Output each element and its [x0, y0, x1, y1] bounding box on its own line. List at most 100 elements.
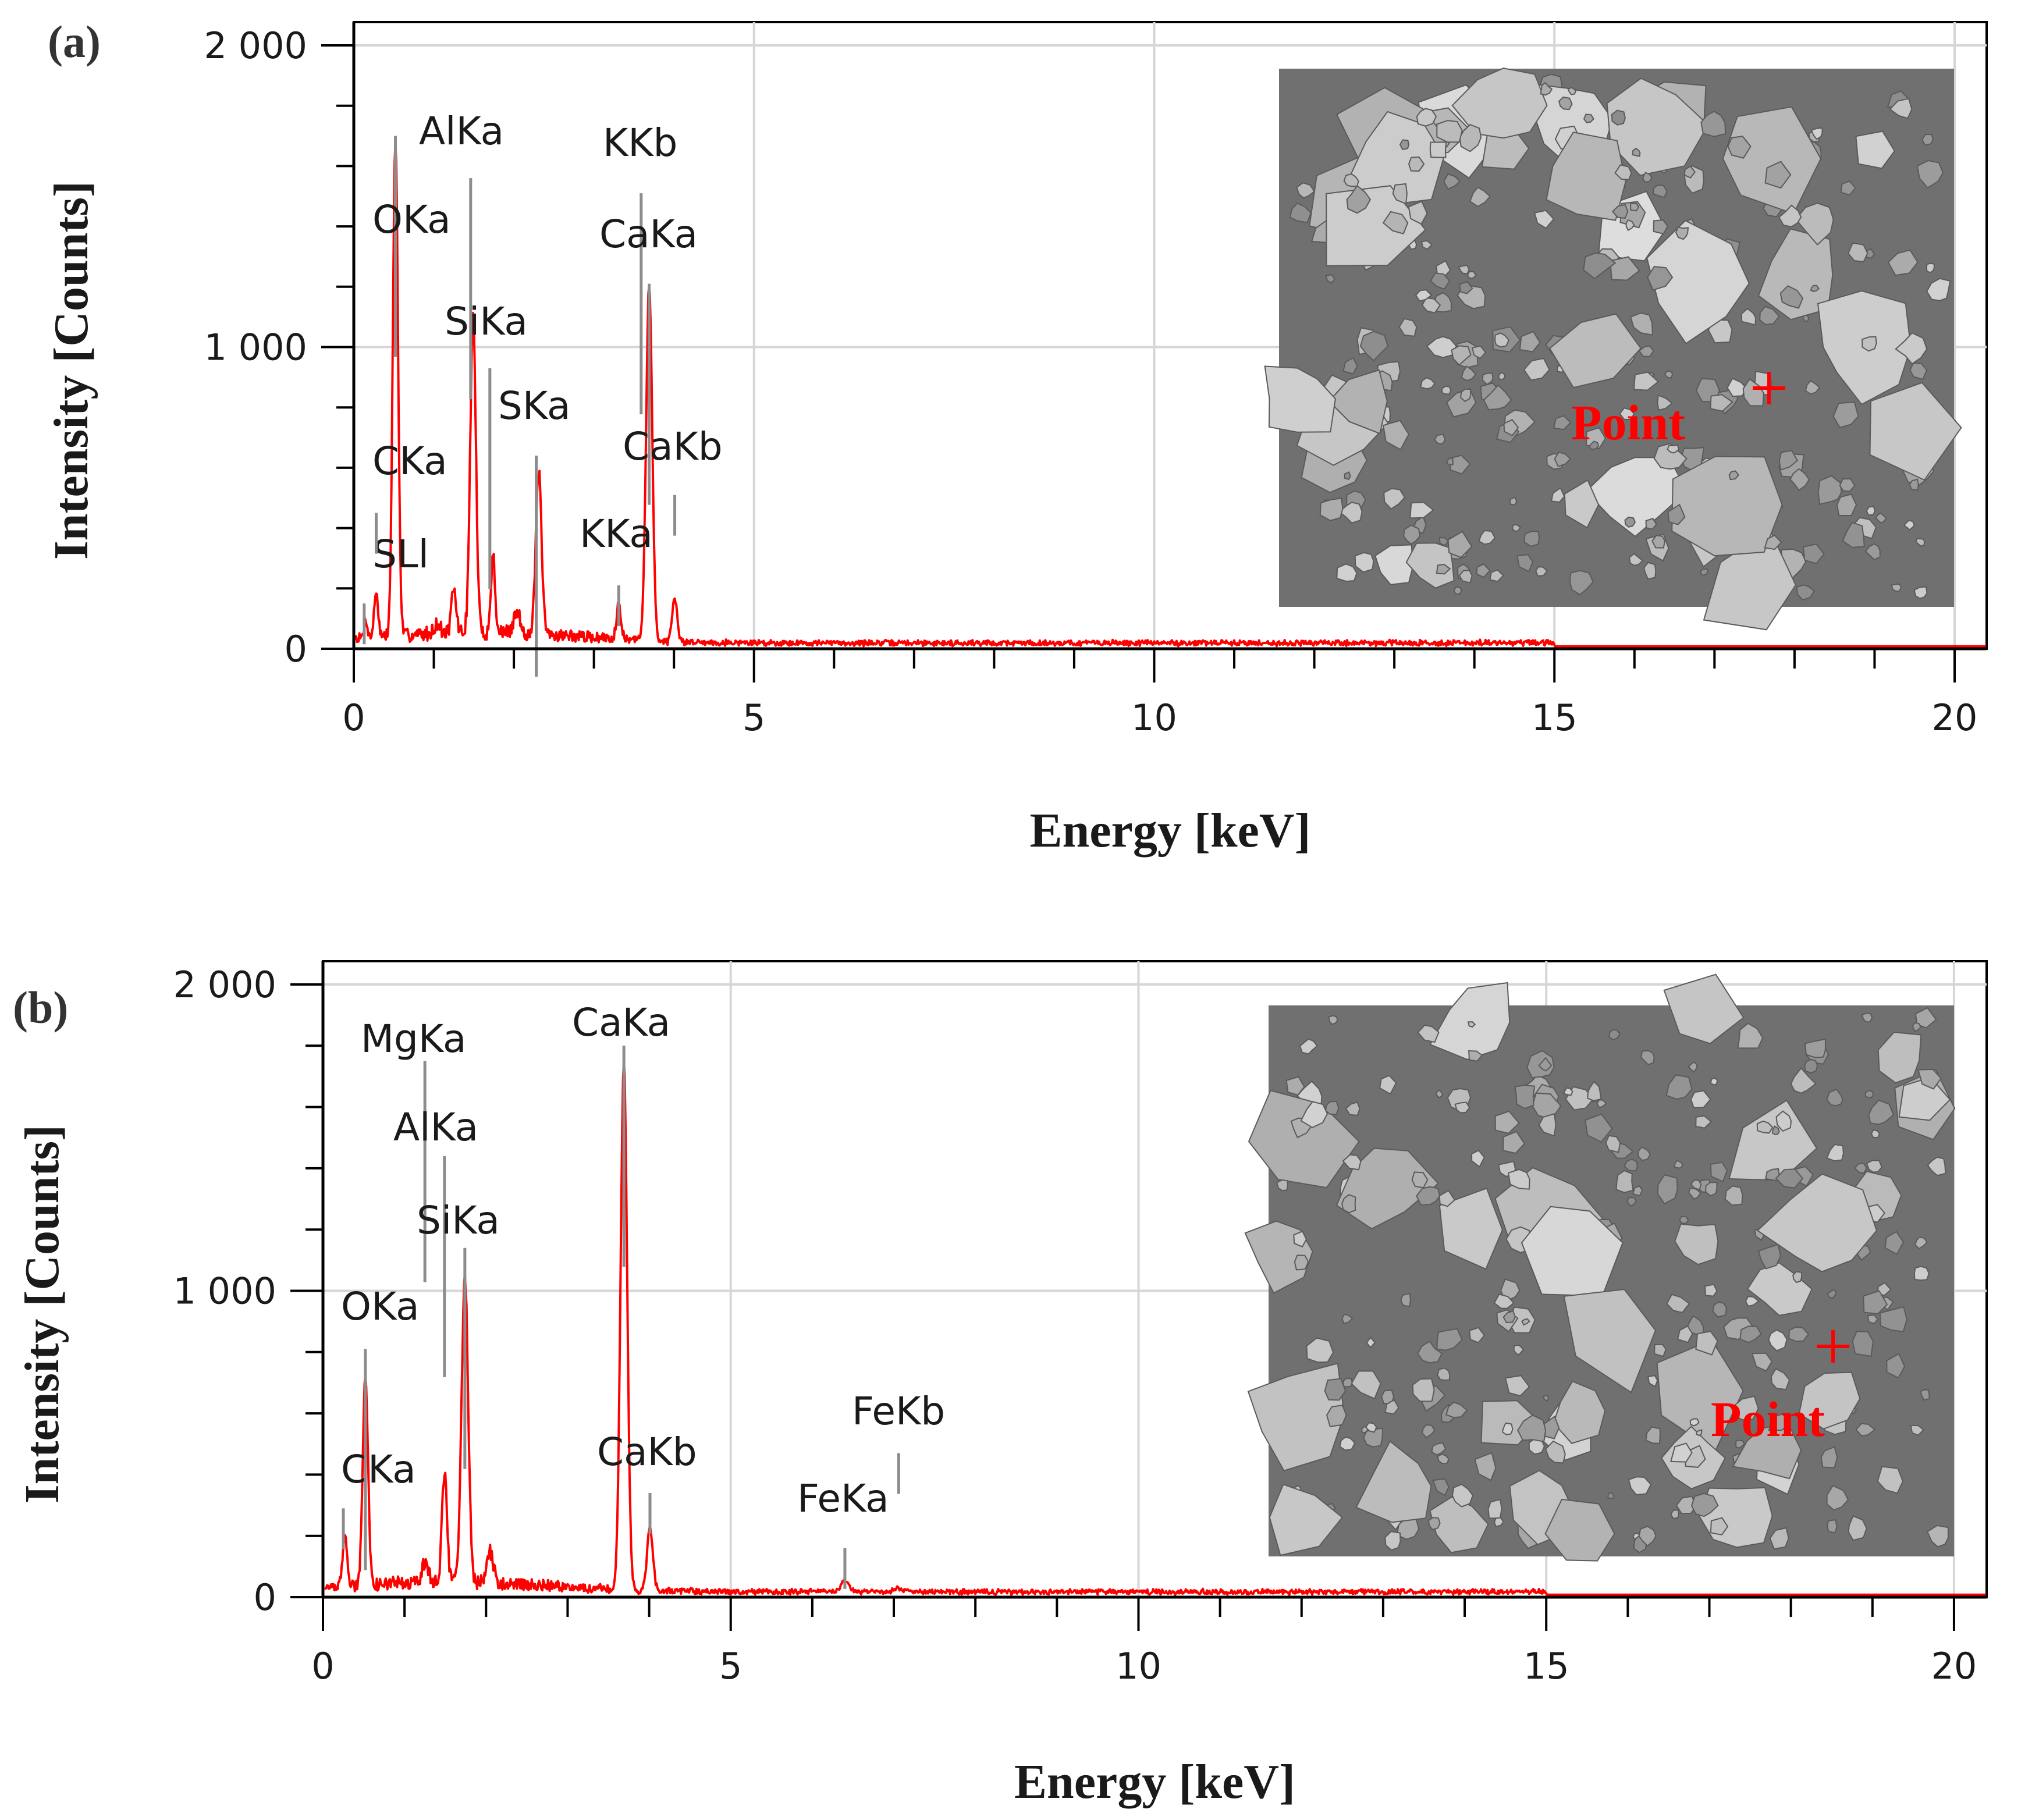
sem-particle	[1421, 297, 1441, 314]
sem-particle	[1326, 1405, 1347, 1427]
sem-particle	[1879, 1306, 1908, 1332]
sem-particle	[1342, 1154, 1362, 1171]
sem-particle	[1554, 452, 1572, 467]
sem-particle	[1810, 285, 1820, 292]
sem-particle	[1864, 1090, 1874, 1099]
panel-label: (a)	[48, 16, 101, 67]
sem-particle	[1913, 1266, 1930, 1281]
sem-particle	[1398, 318, 1418, 337]
peak-label-SiKa: SiKa	[417, 1198, 500, 1243]
sem-particle	[1889, 98, 1913, 119]
sem-particle	[1642, 172, 1653, 183]
sem-particle	[1403, 524, 1421, 545]
sem-particle	[1355, 1440, 1432, 1523]
sem-particle	[1534, 566, 1548, 577]
sem-particle	[1434, 433, 1446, 445]
sem-particle	[1436, 563, 1451, 575]
sem-particle	[1690, 1179, 1702, 1191]
sem-particle	[1563, 1288, 1657, 1394]
sem-particle	[1471, 345, 1487, 360]
sem-particle	[1670, 1509, 1679, 1519]
sem-inset-image: Point	[1244, 973, 1956, 1562]
sem-particle	[1626, 1196, 1637, 1207]
sem-particle	[1453, 586, 1463, 595]
sem-particle	[1778, 450, 1799, 471]
peak-label-SKa: SKa	[498, 383, 570, 428]
sem-particle	[1494, 1110, 1520, 1134]
sem-particle	[1914, 1236, 1928, 1250]
x-tick-label: 10	[1131, 696, 1177, 739]
x-tick-label: 0	[311, 1645, 334, 1687]
x-axis-title: Energy [keV]	[1014, 1755, 1295, 1809]
sem-particle	[1383, 488, 1406, 510]
sem-particle	[1712, 1301, 1727, 1318]
sem-particle	[1384, 1531, 1401, 1551]
sem-particle	[1379, 1075, 1397, 1095]
sem-particle	[1550, 487, 1565, 503]
sem-particle	[1790, 1067, 1817, 1094]
spectrum-line	[324, 1061, 1987, 1596]
x-tick-label: 5	[719, 1645, 742, 1687]
sem-particle	[1770, 1368, 1791, 1391]
sem-particle	[1474, 1452, 1497, 1481]
sem-particle	[1891, 583, 1902, 592]
sem-particle	[1628, 1476, 1652, 1496]
sem-particle	[1737, 1022, 1764, 1049]
sem-particle	[1494, 332, 1510, 348]
sem-particle	[1583, 113, 1594, 123]
sem-particle	[1640, 1050, 1655, 1065]
sem-particle	[1903, 519, 1916, 531]
sem-particle	[1663, 973, 1745, 1044]
sem-particle	[1764, 161, 1792, 189]
sem-particle	[1436, 120, 1463, 143]
sem-particle	[1671, 456, 1783, 557]
sem-particle	[1796, 584, 1816, 601]
peak-label-KKb: KKb	[603, 120, 677, 165]
sem-particle	[1458, 569, 1473, 584]
sem-particle	[1628, 553, 1644, 566]
sem-particle	[1667, 503, 1686, 525]
sem-particle	[1324, 274, 1336, 284]
sem-particle	[1483, 384, 1512, 411]
sem-particle	[1666, 1293, 1690, 1314]
sem-particle	[1727, 378, 1747, 397]
sem-particle	[1778, 204, 1802, 228]
sem-particle	[1690, 1492, 1719, 1517]
sem-particle	[1384, 1399, 1399, 1415]
sem-particle	[1493, 1517, 1504, 1527]
sem-particle	[1643, 561, 1657, 580]
sem-particle	[1437, 1367, 1451, 1381]
sem-particle	[1839, 478, 1856, 492]
sem-particle	[1343, 173, 1359, 187]
sem-particle	[1910, 1425, 1924, 1436]
sem-particle	[1405, 542, 1455, 589]
sem-particle	[1562, 1087, 1573, 1096]
x-tick-label: 15	[1523, 1645, 1569, 1687]
sem-particle	[1887, 249, 1919, 276]
sem-particle	[1674, 1160, 1684, 1169]
sem-particle	[1339, 1436, 1356, 1451]
sem-particle	[1548, 313, 1642, 389]
sem-particle	[1454, 1101, 1470, 1114]
sem-particle	[1415, 289, 1433, 302]
sem-particle	[1817, 475, 1842, 505]
sem-particle	[1502, 1131, 1526, 1154]
sem-particle	[1675, 226, 1689, 240]
sem-particle	[1864, 543, 1881, 560]
sem-particle	[1884, 1231, 1905, 1255]
sem-particle	[1399, 139, 1410, 151]
sem-particle	[1909, 362, 1928, 381]
sem-particle	[1927, 1156, 1946, 1176]
sem-particle	[1912, 1022, 1922, 1033]
sem-particle	[1502, 1310, 1516, 1324]
peak-label-SiKa: SiKa	[445, 299, 528, 344]
sem-particle	[1469, 186, 1491, 208]
sem-particle	[1695, 1115, 1713, 1129]
y-tick-label: 2 000	[173, 964, 277, 1006]
sem-particle	[1756, 1173, 1878, 1272]
sem-particle	[1341, 1194, 1356, 1214]
sem-particle	[1564, 479, 1600, 529]
sem-particle	[1445, 457, 1454, 466]
sem-particle	[1855, 130, 1896, 169]
sem-particle	[1735, 1439, 1746, 1449]
